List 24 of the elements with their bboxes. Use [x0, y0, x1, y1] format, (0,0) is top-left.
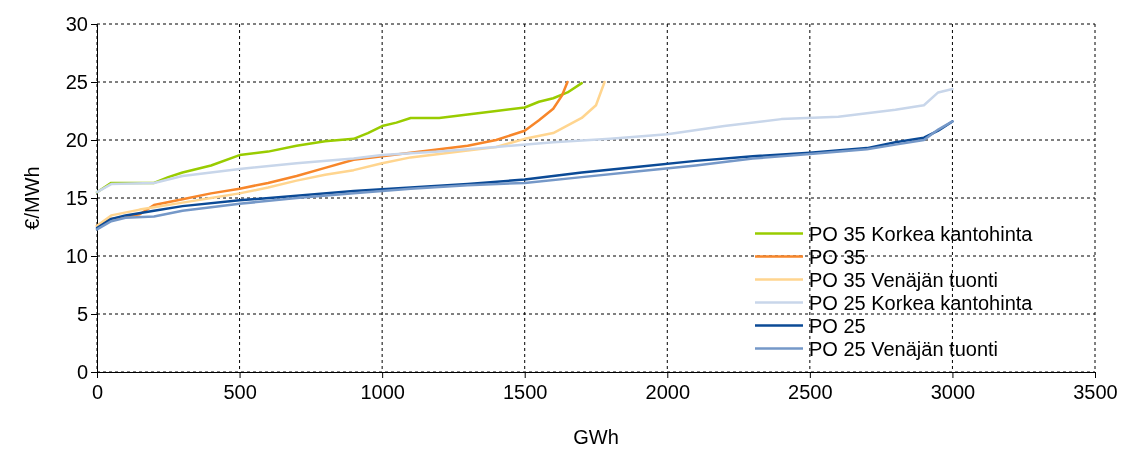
x-tick-label: 1000 [360, 381, 405, 403]
y-tick-label: 0 [76, 360, 88, 383]
x-tick-label: 3500 [1073, 381, 1118, 403]
y-tick-label: 10 [65, 244, 88, 267]
x-tick-label: 3000 [930, 381, 976, 403]
x-axis-title: GWh [573, 426, 619, 448]
y-tick-label: 30 [65, 12, 88, 35]
legend-label: PO 35 [809, 245, 866, 268]
x-tick-label: 2500 [788, 381, 833, 403]
y-tick-label: 5 [76, 302, 88, 325]
y-tick-label: 15 [65, 186, 88, 209]
x-tick-label: 0 [91, 381, 104, 403]
line-series [95, 87, 954, 194]
legend-label: PO 35 Venäjän tuonti [809, 268, 999, 291]
legend-label: PO 25 Venäjän tuonti [809, 337, 999, 360]
x-tick-label: 2000 [645, 381, 691, 403]
y-axis-title: €/MWh [21, 166, 43, 230]
y-tick-label: 20 [65, 128, 88, 151]
legend-label: PO 35 Korkea kantohinta [809, 222, 1034, 245]
x-tick-label: 1500 [502, 381, 548, 403]
x-tick-label: 500 [223, 381, 257, 403]
legend-label: PO 25 Korkea kantohinta [809, 291, 1034, 314]
legend-label: PO 25 [809, 314, 866, 337]
y-tick-label: 25 [65, 70, 88, 93]
